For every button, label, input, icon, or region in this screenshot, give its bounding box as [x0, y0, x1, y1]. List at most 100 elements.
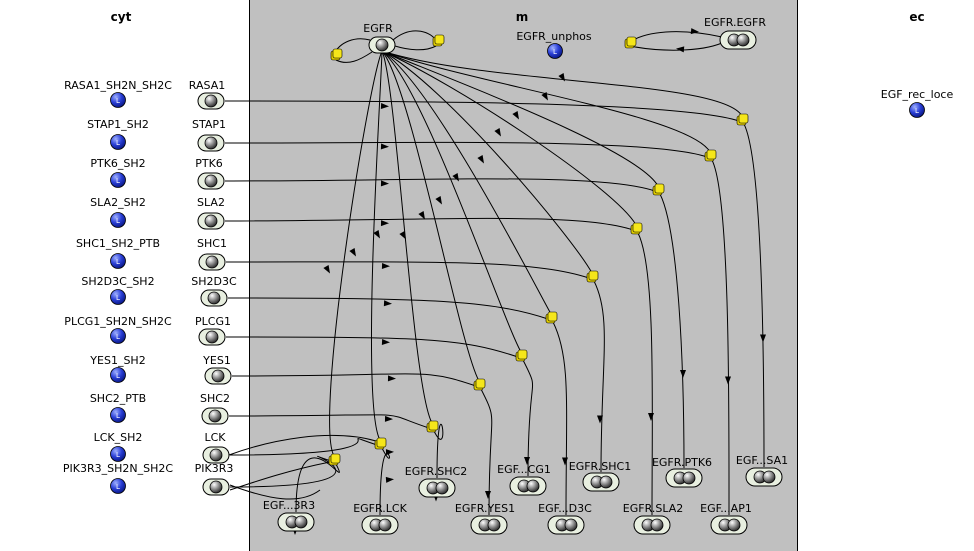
edge-protein-rx-9	[229, 438, 378, 456]
edge-egfr-rx-10	[329, 50, 383, 457]
edge-rx-complex-6	[522, 359, 534, 477]
p-shc2-label: SHC2	[200, 392, 230, 405]
c-sla2-node[interactable]	[633, 515, 671, 535]
arrowhead-complex-7	[485, 491, 491, 499]
p-rasa1-label: RASA1	[188, 79, 226, 92]
egfr-node[interactable]	[368, 36, 396, 54]
lig-sh2d3c-node[interactable]: L	[110, 289, 126, 305]
lig-shc2-node[interactable]: L	[110, 407, 126, 423]
svg-text:L: L	[553, 48, 557, 56]
lig-plcg1-node[interactable]: L	[110, 328, 126, 344]
lig-sh2d3c-label: SH2D3C_SH2	[81, 275, 155, 288]
p-pik3r3-node[interactable]	[202, 478, 230, 496]
reaction-binding-6[interactable]	[515, 349, 528, 362]
c-cg1-node[interactable]	[509, 476, 547, 496]
p-yes1-node[interactable]	[204, 367, 232, 385]
reaction-dimerization[interactable]	[624, 36, 637, 49]
edge-protein-rx-3	[224, 217, 634, 231]
p-rasa1-node[interactable]	[197, 92, 225, 110]
egfr-unphos-node[interactable]: L	[547, 43, 563, 59]
p-shc1-node[interactable]	[198, 253, 226, 271]
arrowhead-egfr-8	[399, 231, 406, 240]
p-sh2d3c-node[interactable]	[200, 289, 228, 307]
arrowhead-egfr-6	[435, 196, 442, 205]
svg-text:L: L	[116, 217, 120, 225]
c-sa1-label: EGF...SA1	[735, 454, 789, 467]
egfr-dimer-node[interactable]	[719, 30, 757, 50]
arrowhead-egfr-7	[418, 211, 425, 220]
c-yes1-node[interactable]	[470, 515, 508, 535]
c-ptk6-node[interactable]	[665, 468, 703, 488]
svg-text:L: L	[116, 372, 120, 380]
ec-ligand-node[interactable]: L	[909, 102, 925, 118]
lig-shc1-node[interactable]: L	[110, 253, 126, 269]
edge-egfr-rx-1	[381, 50, 711, 153]
c-lck-label: EGFR.LCK	[353, 502, 407, 515]
arrowhead-complex-4	[597, 415, 603, 424]
c-shc1-node[interactable]	[582, 472, 620, 492]
edge-egfr-rx-8	[381, 50, 433, 424]
p-plcg1-node[interactable]	[198, 328, 226, 346]
reaction-binding-4[interactable]	[586, 270, 599, 283]
c-shc2-node[interactable]	[418, 478, 456, 498]
edge-egfr-rx-7	[381, 50, 480, 382]
lig-rasa1-node[interactable]: L	[110, 92, 126, 108]
svg-text:L: L	[116, 333, 120, 341]
c-d3c-node[interactable]	[547, 515, 585, 535]
arrowhead-complex-3	[648, 413, 654, 421]
c-lck-node[interactable]	[361, 515, 399, 535]
reaction-binding-9[interactable]	[374, 437, 387, 450]
edge-rx-complex-1	[711, 159, 730, 516]
p-stap1-node[interactable]	[197, 134, 225, 152]
reaction-binding-5[interactable]	[545, 311, 558, 324]
arrowhead-protein-8	[384, 415, 393, 422]
arrowhead-protein-7	[387, 375, 396, 382]
reaction-binding-2[interactable]	[652, 183, 665, 196]
reaction-binding-1[interactable]	[704, 149, 717, 162]
lig-rasa1-label: RASA1_SH2N_SH2C	[64, 79, 172, 92]
edge-rx-complex-0	[743, 123, 765, 468]
edge-egfr-rx-4	[381, 50, 593, 274]
lig-stap1-node[interactable]: L	[110, 134, 126, 150]
lig-shc1-label: SHC1_SH2_PTB	[75, 237, 161, 250]
edge-egfr-rx-3	[381, 50, 637, 226]
p-sla2-node[interactable]	[197, 212, 225, 230]
reaction-binding-0[interactable]	[736, 113, 749, 126]
membrane-compartment	[249, 0, 798, 551]
p-shc1-label: SHC1	[197, 237, 227, 250]
ec-ligand-label: EGF_rec_loce	[880, 88, 954, 101]
lig-yes1-node[interactable]: L	[110, 367, 126, 383]
edge-protein-rx-4	[225, 261, 590, 279]
p-ptk6-label: PTK6	[195, 157, 223, 170]
lig-sla2-node[interactable]: L	[110, 212, 126, 228]
c-sa1-node[interactable]	[745, 467, 783, 487]
p-lck-node[interactable]	[202, 446, 230, 464]
lig-lck-label: LCK_SH2	[93, 431, 143, 444]
lig-lck-node[interactable]: L	[110, 446, 126, 462]
lig-yes1-label: YES1_SH2	[90, 354, 146, 367]
p-shc2-node[interactable]	[201, 407, 229, 425]
arrowhead-egfr-5	[452, 173, 459, 182]
reaction-egfr-loop-a[interactable]	[432, 34, 445, 47]
arrowhead-protein-6	[381, 339, 390, 346]
reaction-binding-8[interactable]	[426, 420, 439, 433]
egfr-label: EGFR	[363, 22, 393, 35]
p-ptk6-node[interactable]	[197, 172, 225, 190]
edge-protein-rx-1	[224, 141, 708, 158]
reaction-egfr-loop-b[interactable]	[330, 48, 343, 61]
reaction-binding-10[interactable]	[328, 453, 341, 466]
reaction-binding-3[interactable]	[630, 222, 643, 235]
svg-text:L: L	[116, 294, 120, 302]
c-3r3-node[interactable]	[277, 512, 315, 532]
c-shc2-label: EGFR.SHC2	[404, 465, 468, 478]
edge-protein-rx-0	[224, 100, 740, 122]
reaction-binding-7[interactable]	[473, 378, 486, 391]
edge-dimer-a	[627, 31, 723, 44]
p-sh2d3c-label: SH2D3C	[191, 275, 237, 288]
arrowhead-complex-6	[524, 457, 530, 465]
c-ap1-node[interactable]	[710, 515, 748, 535]
lig-ptk6-node[interactable]: L	[110, 172, 126, 188]
lig-pik3r3-node[interactable]: L	[110, 478, 126, 494]
lig-shc2-label: SHC2_PTB	[89, 392, 147, 405]
arrowhead-egfr-1	[541, 92, 548, 101]
